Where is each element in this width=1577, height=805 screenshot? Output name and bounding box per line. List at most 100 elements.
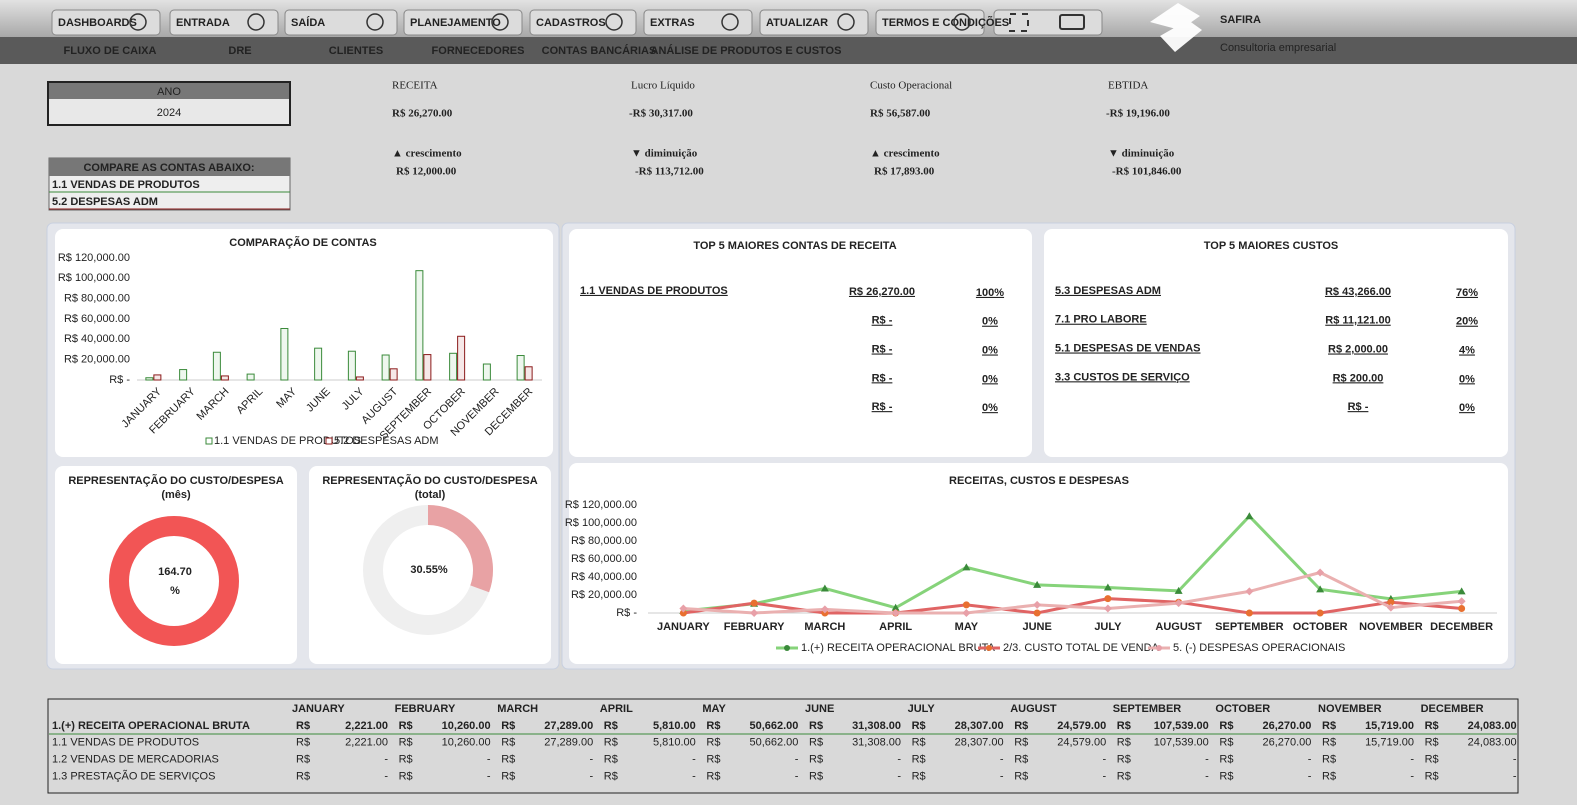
point [820,584,829,592]
x-tick-label: AUGUST [1155,621,1202,633]
table-currency: R$ [501,754,515,766]
table-currency: R$ [706,770,720,782]
table-currency: R$ [604,770,618,782]
bar [314,347,323,381]
bar [153,374,162,381]
kpi-change-label: ▼ diminuição [631,148,698,160]
table-cell: 26,270.00 [1262,737,1311,749]
table-currency: R$ [912,754,926,766]
card [55,229,553,457]
nav-tab: FORNECEDORES [432,45,525,57]
list-value: R$ - [1348,401,1369,413]
nav-button-label: ATUALIZAR [766,17,828,29]
table-currency: R$ [296,720,310,732]
table-cell: 10,260.00 [442,737,491,749]
point [1103,583,1112,591]
list-name: 5.1 DESPESAS DE VENDAS [1055,343,1201,355]
compare-header [49,158,290,176]
table-header: SEPTEMBER [1113,703,1182,715]
table-currency: R$ [399,720,413,732]
table-cell: 2,221.00 [345,737,388,749]
table-row-label: 1.3 PRESTAÇÃO DE SERVIÇOS [52,769,215,782]
kpi-change: R$ 17,893.00 [874,166,935,178]
card [309,466,551,664]
table-currency: R$ [399,754,413,766]
table-cell: 24,083.00 [1468,720,1517,732]
point [1458,605,1466,612]
table-cell: 15,719.00 [1365,737,1414,749]
table-cell: - [1308,754,1312,766]
bar [415,270,424,381]
table-currency: R$ [1425,770,1439,782]
y-tick-label: R$ - [109,374,130,386]
x-tick-label: JULY [1094,621,1122,633]
table-currency: R$ [501,737,515,749]
card [569,229,1032,457]
list-share: 0% [982,373,998,385]
nav-icon [953,13,971,31]
nav-icon [129,13,147,31]
table-cell: - [384,754,388,766]
y-tick-label: R$ 40,000.00 [64,333,130,345]
table-currency: R$ [1014,770,1028,782]
table-currency: R$ [1219,754,1233,766]
kpi-value: R$ 26,270.00 [392,108,453,120]
table-cell: 10,260.00 [442,720,491,732]
table-header: AUGUST [1010,703,1057,715]
table-currency: R$ [706,754,720,766]
table-currency: R$ [1322,720,1336,732]
kpi-change-label: ▼ diminuição [1108,148,1175,160]
table-cell: - [487,754,491,766]
table-currency: R$ [1322,737,1336,749]
table-row-label: 1.(+) RECEITA OPERACIONAL BRUTA [52,720,250,732]
nav-button[interactable] [403,9,523,36]
kpi-title: EBTIDA [1108,80,1148,92]
y-tick-label: R$ - [616,607,637,619]
list-share: 4% [1459,345,1475,357]
point [962,601,970,609]
chart-title: RECEITAS, CUSTOS E DESPESAS [949,475,1129,487]
list-share: 20% [1456,316,1478,328]
kpi-value: -R$ 19,196.00 [1106,108,1170,120]
bar [457,335,466,381]
y-tick-label: R$ 120,000.00 [58,252,130,264]
x-tick-label: FEBRUARY [724,621,785,633]
table-cell: - [897,754,901,766]
table-cell: - [590,770,594,782]
year-label: ANO [157,86,181,98]
table-cell: - [1103,754,1107,766]
kpi-title: RECEITA [392,80,438,92]
list-name: 1.1 VENDAS DE PRODUTOS [580,285,728,297]
table-header: JUNE [805,703,834,715]
point [1245,609,1253,617]
kpi-change: R$ 12,000.00 [396,166,457,178]
brand-logo [1150,3,1202,52]
point [1316,585,1325,593]
table-currency: R$ [399,770,413,782]
y-tick-label: R$ 20,000.00 [571,589,637,601]
list-value: R$ 26,270.00 [849,286,915,298]
legend-marker [986,645,992,651]
legend-label: 1.1 VENDAS DE PRODUTOS [214,435,361,447]
table-cell: - [692,754,696,766]
table-currency: R$ [296,754,310,766]
point [1033,600,1042,609]
table-header: DECEMBER [1421,703,1484,715]
fullscreen-icon [1009,13,1029,32]
table-currency: R$ [706,737,720,749]
table-cell: - [692,770,696,782]
bar [524,366,533,381]
table-currency: R$ [1014,720,1028,732]
point [962,563,971,571]
table-cell: - [795,754,799,766]
table-currency: R$ [1117,720,1131,732]
chart-subtitle: (mês) [161,489,191,501]
legend-label: 1.(+) RECEITA OPERACIONAL BRUTA [801,642,996,654]
nav-icon [605,13,623,31]
compare-title: COMPARE AS CONTAS ABAIXO: [83,162,254,174]
table-currency: R$ [912,770,926,782]
table-header: MAY [702,703,726,715]
nav-button-label: PLANEJAMENTO [410,17,501,29]
table-currency: R$ [1322,754,1336,766]
